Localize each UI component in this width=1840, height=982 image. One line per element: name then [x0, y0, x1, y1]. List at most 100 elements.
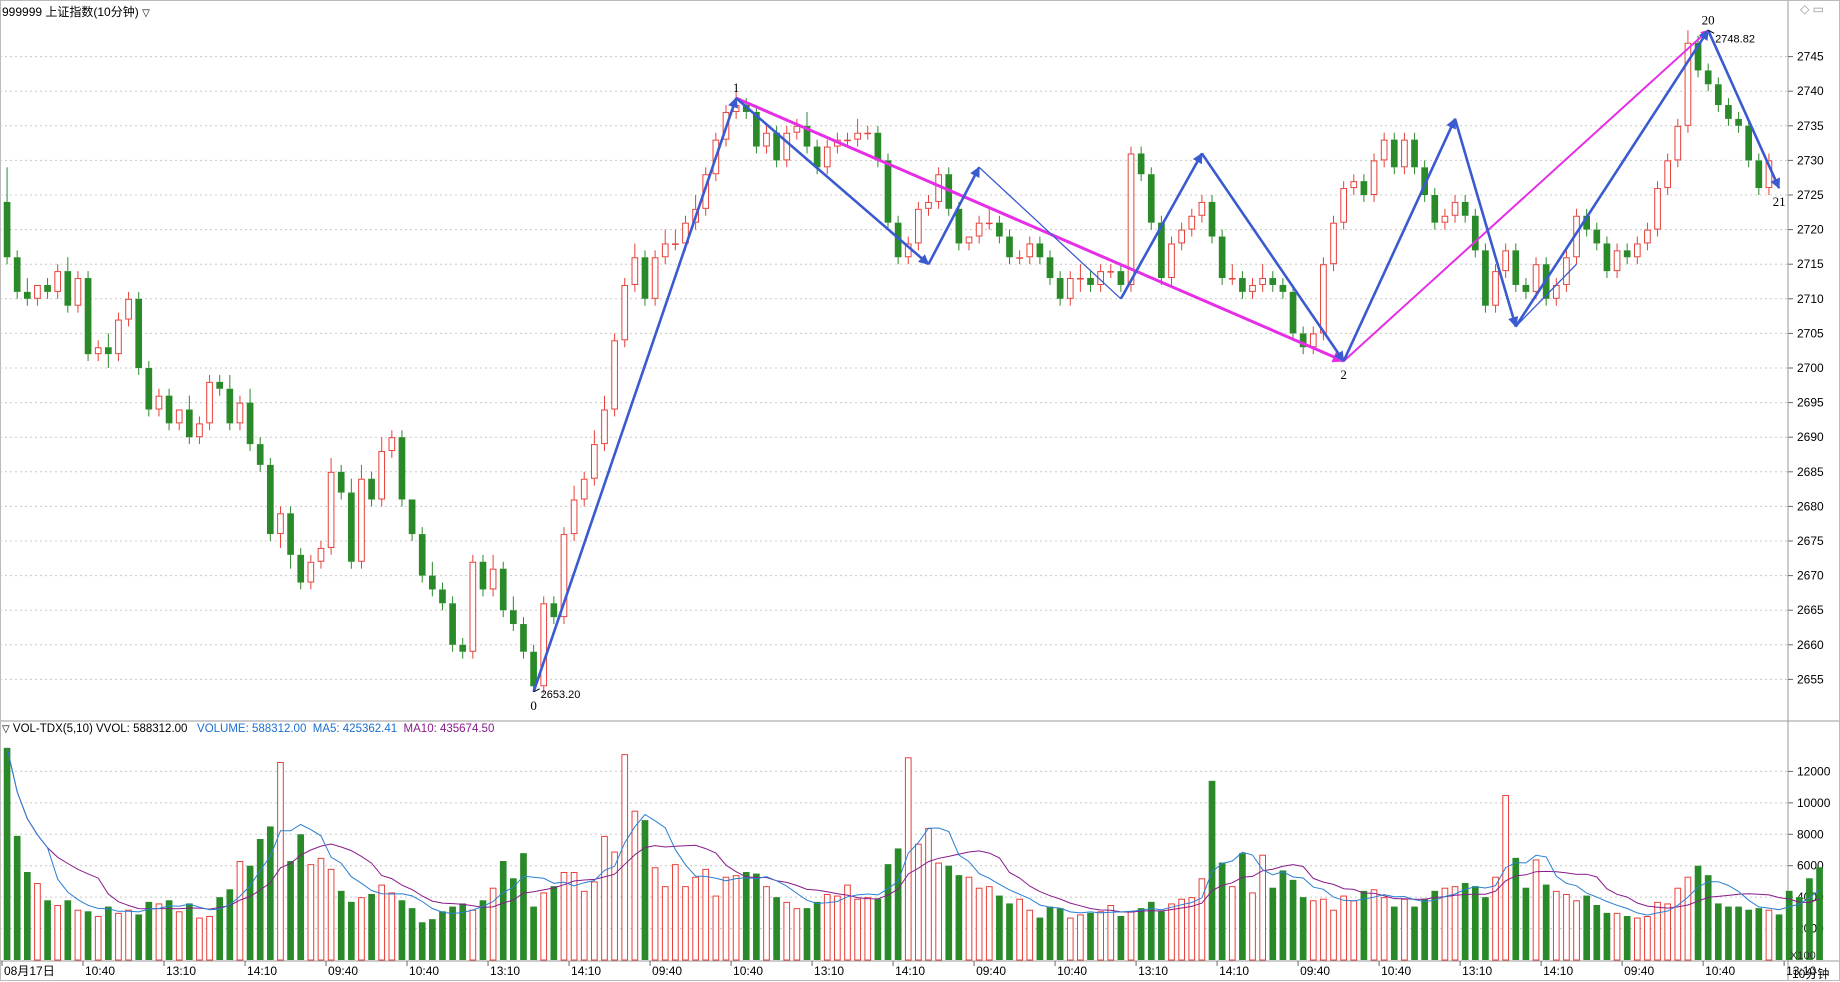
candle-body-up	[469, 561, 477, 652]
volume-bar-up	[1552, 890, 1560, 961]
blue-stroke	[1706, 29, 1781, 190]
candle	[570, 485, 578, 541]
volume-bar-up	[591, 881, 598, 961]
candle-body-up	[591, 444, 598, 479]
volume-bar-up	[34, 883, 41, 961]
candle-body-down	[894, 222, 902, 258]
candle	[915, 201, 922, 251]
candle	[1654, 181, 1661, 237]
volume-bar-up	[1188, 897, 1196, 961]
candle-body-down	[398, 437, 406, 500]
diamond-icon[interactable]: ◇	[1800, 2, 1810, 16]
candle	[550, 596, 558, 625]
candle-body-down	[955, 208, 963, 244]
time-tick-label: 13:10	[166, 964, 196, 978]
candle	[135, 291, 143, 375]
candle	[1502, 243, 1510, 279]
volume-bar-down	[337, 890, 345, 960]
candle-body-down	[1593, 229, 1601, 244]
volume-bar-up	[682, 886, 689, 961]
candle-body-down	[1279, 284, 1287, 292]
ma10-line	[6, 747, 1820, 913]
candle	[1340, 181, 1347, 230]
candle-body-down	[874, 132, 882, 161]
candle	[459, 637, 467, 659]
magenta-segment	[1342, 29, 1709, 362]
volume-bar-up	[631, 810, 639, 961]
candle	[1644, 222, 1651, 251]
volume-bar-down	[1218, 862, 1226, 960]
candle	[1492, 264, 1499, 313]
candle-body-up	[985, 222, 993, 225]
triangle-down-icon[interactable]: ▽	[142, 8, 150, 19]
candle-body-up	[1654, 188, 1661, 230]
volume-bar-down	[1279, 870, 1287, 960]
candle	[34, 284, 41, 306]
candle	[1077, 264, 1084, 292]
volume-bar-up	[388, 892, 396, 961]
candle-body-down	[1745, 125, 1753, 161]
candle-body-down	[1583, 215, 1591, 230]
candle-body-down	[23, 291, 31, 299]
candle-body-up	[1340, 188, 1347, 223]
candle	[3, 167, 11, 265]
candle	[540, 596, 548, 694]
volume-tick-label: 10000	[1797, 796, 1831, 810]
time-tick-label: 14:10	[895, 964, 925, 978]
volume-bar-down	[368, 894, 375, 960]
volume-bar-up	[1107, 905, 1115, 961]
candle-body-up	[580, 478, 588, 500]
volume-bar-down	[742, 872, 750, 960]
candle	[1127, 146, 1135, 292]
candle	[429, 561, 436, 597]
candle	[1279, 278, 1287, 299]
volume-bar-down	[1623, 916, 1631, 960]
candle	[854, 118, 861, 147]
candle-body-down	[499, 568, 507, 611]
candle	[216, 374, 224, 396]
candle-body-down	[44, 284, 51, 292]
candle-body-up	[925, 201, 932, 209]
volume-bar-down	[874, 898, 882, 960]
vol-indicator-name[interactable]: VOL-TDX(5,10)	[12, 723, 93, 735]
candle	[672, 229, 679, 251]
candle-body-down	[753, 111, 760, 147]
volume-bar-down	[418, 922, 426, 960]
candle-body-up	[783, 132, 791, 161]
volume-bar-down	[894, 848, 902, 960]
triangle-down-icon[interactable]: ▽	[2, 724, 10, 735]
volume-bar-down	[1522, 887, 1530, 960]
candle	[1735, 111, 1742, 133]
candle-body-down	[1755, 160, 1763, 189]
candle-body-down	[1735, 118, 1742, 126]
period-label[interactable]: 10分钟	[1792, 967, 1830, 981]
chart-title[interactable]: 999999 上证指数(10分钟) ▽	[2, 3, 150, 20]
volume-bar-up	[672, 864, 679, 961]
volume-bar-up	[985, 886, 993, 961]
candle	[1188, 208, 1196, 237]
blue-thin-stroke	[1515, 263, 1578, 327]
candle-body-down	[1147, 174, 1155, 223]
candle-body-up	[621, 284, 629, 341]
candle	[1330, 215, 1337, 272]
volume-bar-down	[13, 835, 21, 960]
volume-bar-up	[1178, 898, 1185, 961]
candle-body-up	[1370, 160, 1378, 195]
volume-bar-up	[793, 908, 801, 961]
candle	[1633, 236, 1641, 265]
time-tick-label: 14:10	[571, 964, 601, 978]
volume-bar-down	[104, 906, 112, 960]
price-tick-label: 2685	[1797, 465, 1824, 479]
volume-bar-down	[1583, 895, 1591, 960]
volume-bar-down	[449, 906, 456, 960]
candle-body-down	[1704, 70, 1712, 85]
candle-body-down	[1471, 215, 1479, 251]
restore-icon[interactable]: ▭	[1812, 2, 1824, 16]
swing-label: 2	[1340, 367, 1347, 382]
volume-bar-up	[1644, 916, 1651, 961]
candle-body-up	[611, 340, 618, 410]
candle-body-down	[64, 271, 72, 306]
candle	[317, 541, 325, 569]
volume-bar-down	[813, 901, 821, 960]
